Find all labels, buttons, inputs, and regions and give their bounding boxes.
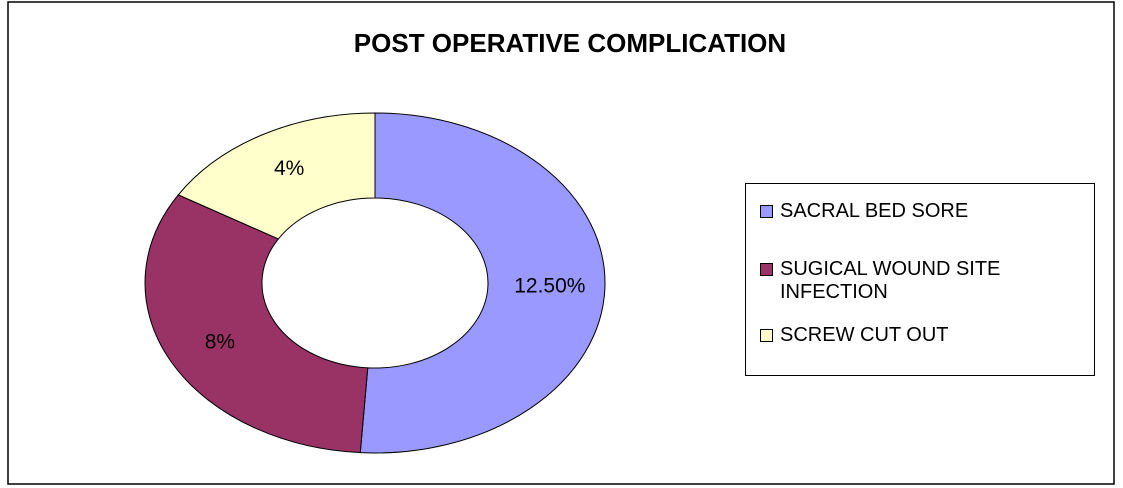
legend-label: SACRAL BED SORE [780,200,969,222]
legend-label: SCREW CUT OUT [780,324,949,346]
data-label: 4% [274,157,304,180]
legend-swatch [760,263,773,276]
legend-item: SCREW CUT OUT [760,324,1090,347]
legend-label: SUGICAL WOUND SITE INFECTION [780,258,1001,303]
data-label: 12.50% [514,275,585,298]
chart-title: POST OPERATIVE COMPLICATION [354,28,786,58]
donut-slice [359,112,606,454]
legend-swatch [760,329,773,342]
data-label: 8% [205,331,235,354]
donut-slice [144,194,369,454]
legend-item: SUGICAL WOUND SITE INFECTION [760,258,1090,304]
donut-slice [177,112,376,240]
legend-swatch [760,205,773,218]
legend: SACRAL BED SORE SUGICAL WOUND SITE INFECT… [745,183,1095,376]
legend-item: SACRAL BED SORE [760,200,1090,223]
